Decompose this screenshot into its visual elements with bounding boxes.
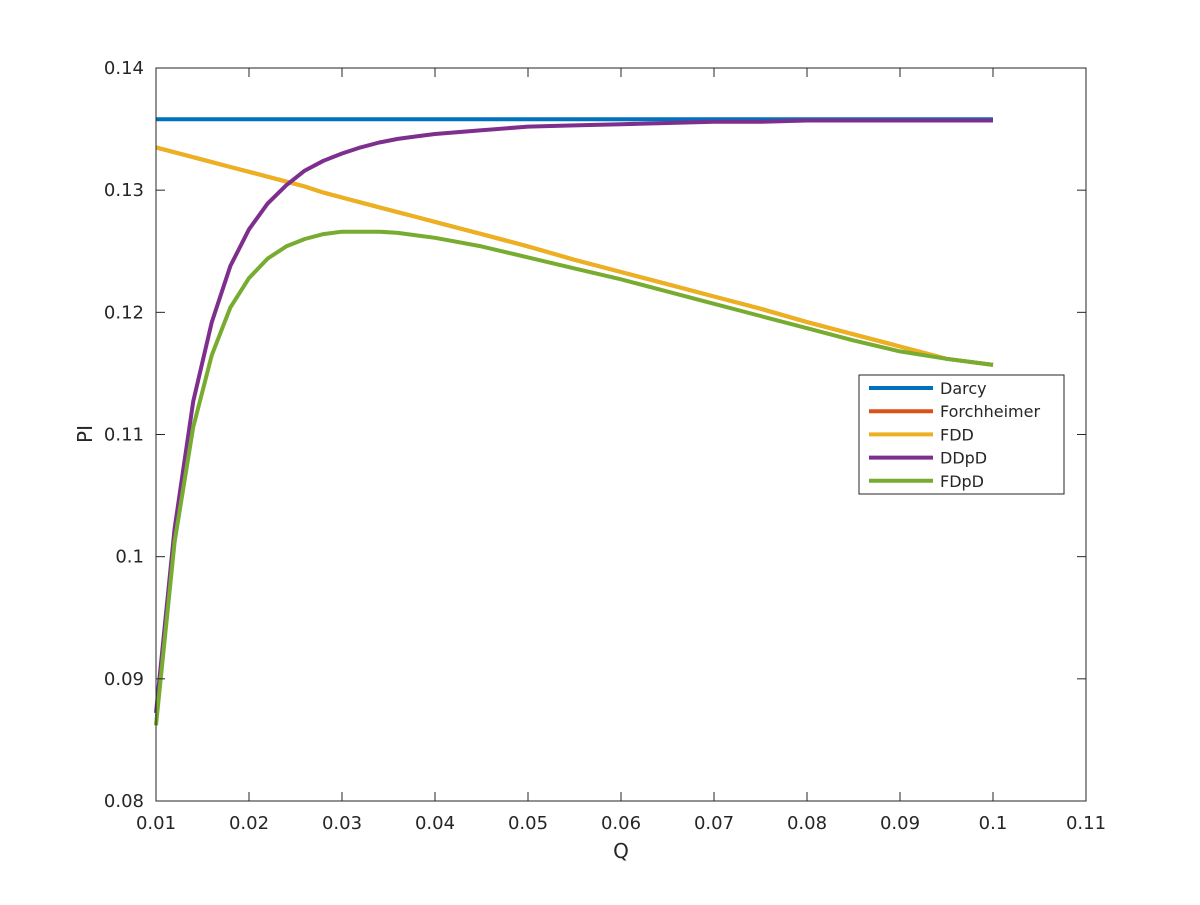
x-tick-label: 0.1 — [979, 813, 1008, 834]
series-line-fdpd — [154, 229, 994, 726]
legend-label-darcy: Darcy — [940, 379, 987, 398]
y-tick-label: 0.11 — [104, 425, 144, 446]
y-tick-label: 0.1 — [115, 547, 144, 568]
y-tick-label: 0.12 — [104, 302, 144, 323]
x-tick-label: 0.05 — [508, 813, 548, 834]
series-layer — [154, 117, 994, 726]
x-tick-label: 0.04 — [415, 813, 455, 834]
x-tick-label: 0.07 — [694, 813, 734, 834]
legend-label-fdpd: FDpD — [940, 472, 984, 491]
y-tick-label: 0.13 — [104, 180, 144, 201]
x-tick-label: 0.09 — [880, 813, 920, 834]
tick-layer: 0.01 0.02 0.03 0.04 0.05 0.06 0.07 0.08 0.09 0.1 0… — [104, 58, 1106, 834]
x-tick-label: 0.03 — [322, 813, 362, 834]
y-tick-label: 0.08 — [104, 791, 144, 812]
series-line-ddpd — [154, 118, 993, 714]
x-axis-label: Q — [613, 839, 629, 863]
y-axis-label: PI — [73, 425, 97, 443]
y-tick-label: 0.14 — [104, 58, 144, 79]
y-tick-label: 0.09 — [104, 669, 144, 690]
x-tick-label: 0.01 — [136, 813, 176, 834]
legend-label-forchheimer: Forchheimer — [940, 402, 1040, 421]
x-tick-label: 0.02 — [229, 813, 269, 834]
legend: Darcy Forchheimer FDD DDpD FDpD — [858, 374, 1065, 495]
series-line-fdd — [155, 145, 994, 367]
legend-label-ddpd: DDpD — [940, 449, 987, 468]
x-tick-label: 0.06 — [601, 813, 641, 834]
x-tick-label: 0.08 — [787, 813, 827, 834]
x-tick-label: 0.11 — [1066, 813, 1106, 834]
legend-label-fdd: FDD — [940, 425, 974, 444]
